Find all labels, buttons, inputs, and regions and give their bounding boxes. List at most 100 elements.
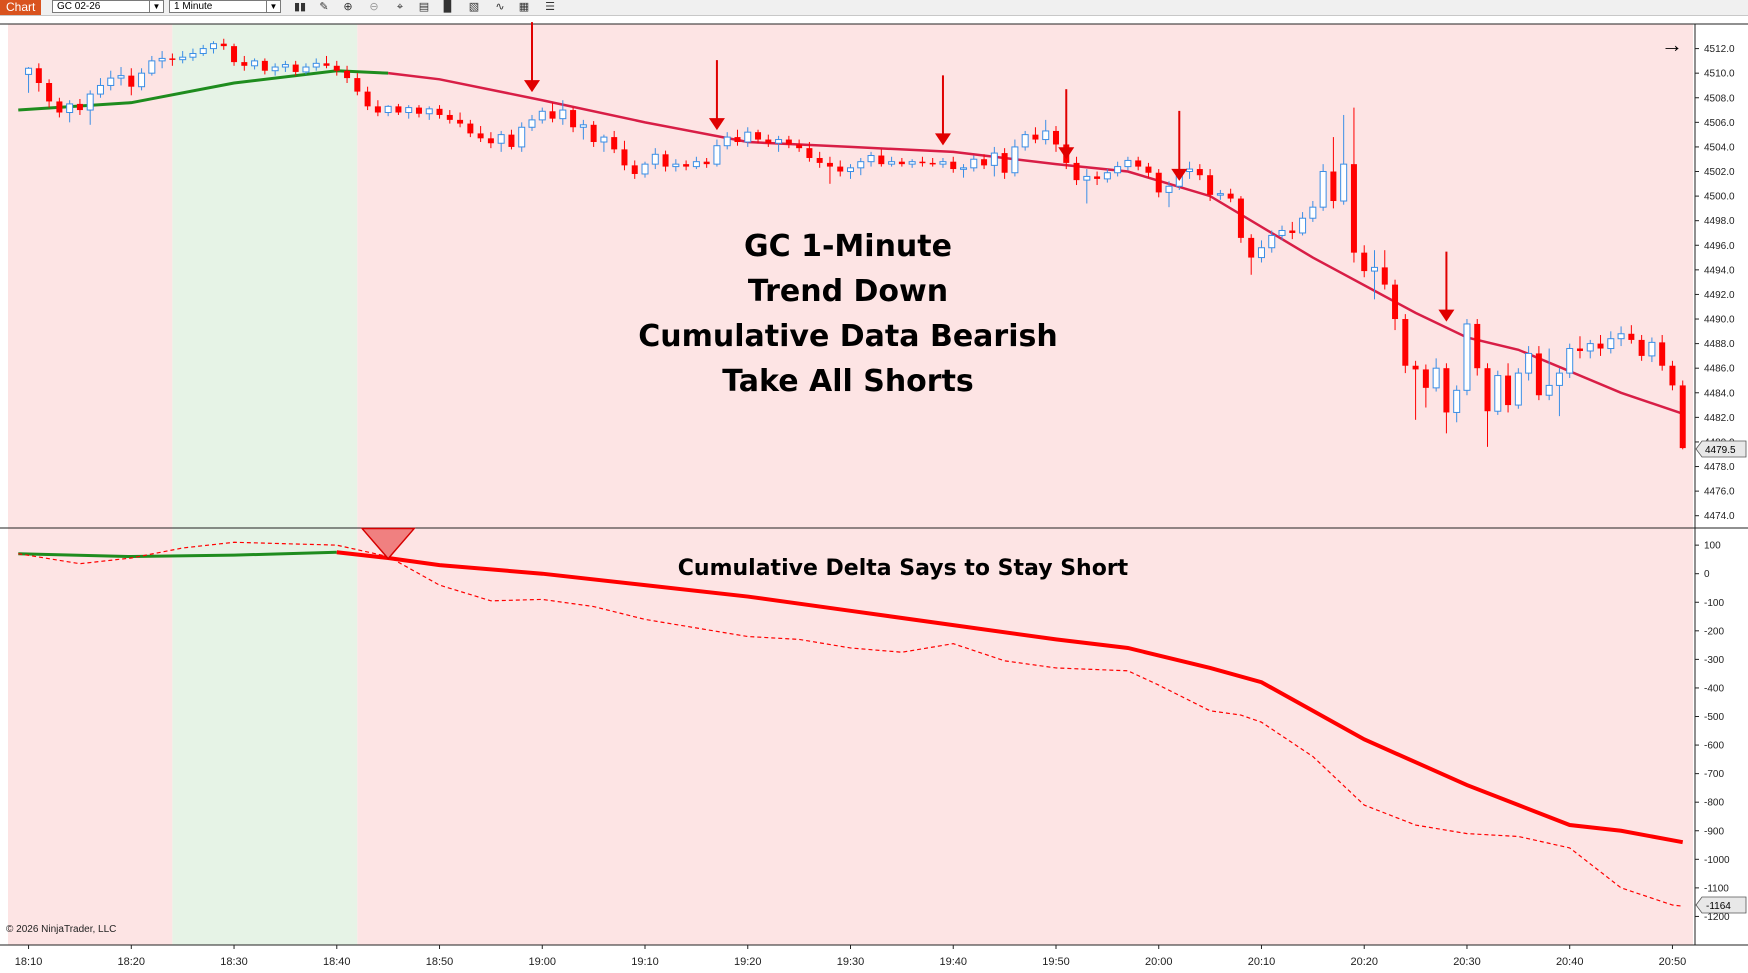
time-tick-label: 18:50 bbox=[426, 956, 454, 968]
candle bbox=[919, 156, 926, 167]
candle-body bbox=[1021, 134, 1029, 148]
candle bbox=[395, 103, 402, 115]
candle bbox=[1021, 130, 1029, 151]
chart-tab[interactable]: Chart bbox=[0, 0, 42, 15]
candle-body bbox=[1576, 348, 1583, 351]
properties-icon[interactable]: ☰ bbox=[545, 1, 555, 13]
time-tick-label: 19:30 bbox=[837, 956, 865, 968]
candle-body bbox=[908, 161, 916, 165]
candle bbox=[898, 157, 905, 167]
candle-body bbox=[857, 161, 865, 169]
zoom-in-icon[interactable]: ⊕ bbox=[343, 1, 353, 13]
price-tick-label: 4478.0 bbox=[1704, 462, 1735, 473]
candle bbox=[672, 159, 680, 172]
candle-body bbox=[425, 108, 433, 115]
candle-body bbox=[816, 157, 823, 163]
candle bbox=[189, 48, 197, 61]
candle bbox=[179, 51, 187, 64]
crosshair-icon[interactable]: ⌖ bbox=[396, 1, 404, 13]
candle-body bbox=[1659, 342, 1666, 366]
shading-bullish bbox=[172, 24, 358, 945]
candle bbox=[344, 65, 351, 84]
candle-body bbox=[1309, 206, 1317, 219]
candle bbox=[1257, 240, 1265, 263]
candle bbox=[261, 58, 268, 75]
candle-body bbox=[1083, 175, 1091, 181]
time-tick-label: 18:40 bbox=[323, 956, 351, 968]
sell-signal-arrow bbox=[934, 75, 951, 146]
candle-body bbox=[25, 67, 33, 75]
bar-type-icon[interactable]: ▮▮ bbox=[293, 1, 307, 13]
chevron-down-icon[interactable]: ▼ bbox=[149, 1, 163, 12]
candle bbox=[436, 105, 443, 119]
delta-tick-label: -100 bbox=[1704, 598, 1724, 609]
candle bbox=[1227, 188, 1234, 203]
candle bbox=[1237, 196, 1244, 243]
price-tick-label: 4496.0 bbox=[1704, 241, 1735, 252]
candle-body bbox=[261, 60, 268, 71]
axes: 4512.0 4510.0 4508.0 4506.0 4504.0 4502.0 4500… bbox=[15, 44, 1735, 968]
candle-body bbox=[1361, 252, 1368, 272]
candle bbox=[374, 100, 381, 117]
candle-body bbox=[867, 155, 875, 163]
candle bbox=[611, 130, 618, 154]
candle bbox=[1586, 339, 1594, 359]
candle bbox=[497, 130, 505, 152]
candle-body bbox=[1237, 198, 1244, 238]
sell-divergence-triangle bbox=[360, 527, 416, 560]
zoom-out-icon[interactable]: ⊖ bbox=[369, 1, 379, 13]
candle bbox=[692, 156, 700, 170]
candle-body bbox=[1145, 166, 1152, 173]
candle-body bbox=[651, 153, 659, 165]
candle-body bbox=[796, 144, 803, 149]
arrow-head bbox=[934, 133, 951, 146]
candle bbox=[878, 149, 885, 167]
candle bbox=[1659, 335, 1666, 371]
candle-body bbox=[692, 161, 700, 168]
candle bbox=[1032, 127, 1039, 144]
candle-body bbox=[878, 155, 885, 165]
templates-icon[interactable]: ▦ bbox=[518, 1, 530, 13]
candle bbox=[1124, 156, 1132, 171]
candle bbox=[1299, 212, 1307, 236]
candle bbox=[477, 126, 484, 143]
indicators-icon[interactable]: ▉ bbox=[443, 1, 453, 13]
candle-body bbox=[1381, 267, 1388, 285]
data-box-icon[interactable]: ▤ bbox=[418, 1, 430, 13]
candle-body bbox=[826, 162, 833, 167]
candle bbox=[734, 129, 741, 146]
interval-selector[interactable]: 1 Minute ▼ bbox=[169, 0, 281, 13]
chevron-down-icon[interactable]: ▼ bbox=[266, 1, 280, 12]
candle-body bbox=[292, 64, 299, 72]
candle bbox=[1514, 368, 1522, 409]
candle bbox=[25, 67, 33, 93]
candle-body bbox=[775, 139, 783, 144]
candle-body bbox=[1350, 164, 1357, 253]
sell-signal-arrow bbox=[1171, 110, 1188, 181]
candle-body bbox=[683, 164, 690, 167]
candle bbox=[457, 112, 464, 128]
candle bbox=[46, 79, 53, 108]
performance-icon[interactable]: ▧ bbox=[468, 1, 480, 13]
candle bbox=[1216, 189, 1224, 200]
candle bbox=[302, 63, 310, 75]
delta-tick-label: -400 bbox=[1704, 683, 1724, 694]
candle bbox=[199, 44, 207, 56]
candle bbox=[1453, 385, 1461, 423]
candle-body bbox=[189, 53, 197, 58]
candle bbox=[333, 60, 340, 76]
instrument-selector[interactable]: GC 02-26 ▼ bbox=[52, 0, 164, 13]
candle-body bbox=[929, 162, 936, 165]
chart-canvas[interactable]: 4512.0 4510.0 4508.0 4506.0 4504.0 4502.0 4500… bbox=[0, 16, 1748, 973]
delta-tick-label: -600 bbox=[1704, 741, 1724, 752]
candle-body bbox=[302, 66, 310, 73]
price-tick-label: 4492.0 bbox=[1704, 290, 1735, 301]
candle-body bbox=[1268, 234, 1276, 249]
strategies-icon[interactable]: ∿ bbox=[495, 1, 505, 13]
candle-body bbox=[806, 148, 813, 158]
candle bbox=[1566, 343, 1574, 379]
candle-body bbox=[1474, 323, 1481, 369]
draw-pencil-icon[interactable]: ✎ bbox=[319, 1, 329, 13]
arrow-right-icon[interactable]: → bbox=[1661, 32, 1683, 57]
candle bbox=[1309, 201, 1317, 222]
